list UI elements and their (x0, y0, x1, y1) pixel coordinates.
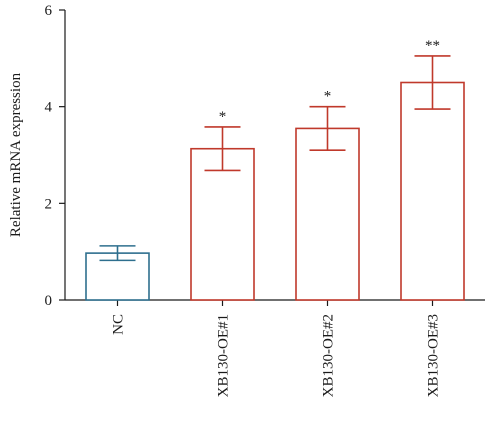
significance-label: ** (425, 38, 440, 54)
bars: **** (85, 38, 465, 301)
y-axis: 0 2 4 6 (45, 3, 66, 309)
x-tick-label: XB130-OE#3 (426, 314, 442, 397)
x-tick-label: XB130-OE#1 (216, 314, 232, 397)
significance-label: * (324, 89, 332, 105)
bar (190, 147, 255, 301)
bar (400, 81, 465, 301)
significance-label: * (219, 109, 227, 125)
y-tick-label: 6 (45, 3, 53, 19)
y-tick-label: 2 (45, 196, 53, 212)
x-tick-label: XB130-OE#2 (321, 314, 337, 397)
bar (295, 127, 360, 301)
y-axis-label: Relative mRNA expression (8, 72, 24, 237)
y-tick-label: 4 (45, 100, 53, 116)
x-tick-label: NC (111, 314, 127, 335)
y-tick-label: 0 (45, 293, 53, 309)
x-axis: NC XB130-OE#1 XB130-OE#2 XB130-OE#3 (65, 299, 485, 397)
